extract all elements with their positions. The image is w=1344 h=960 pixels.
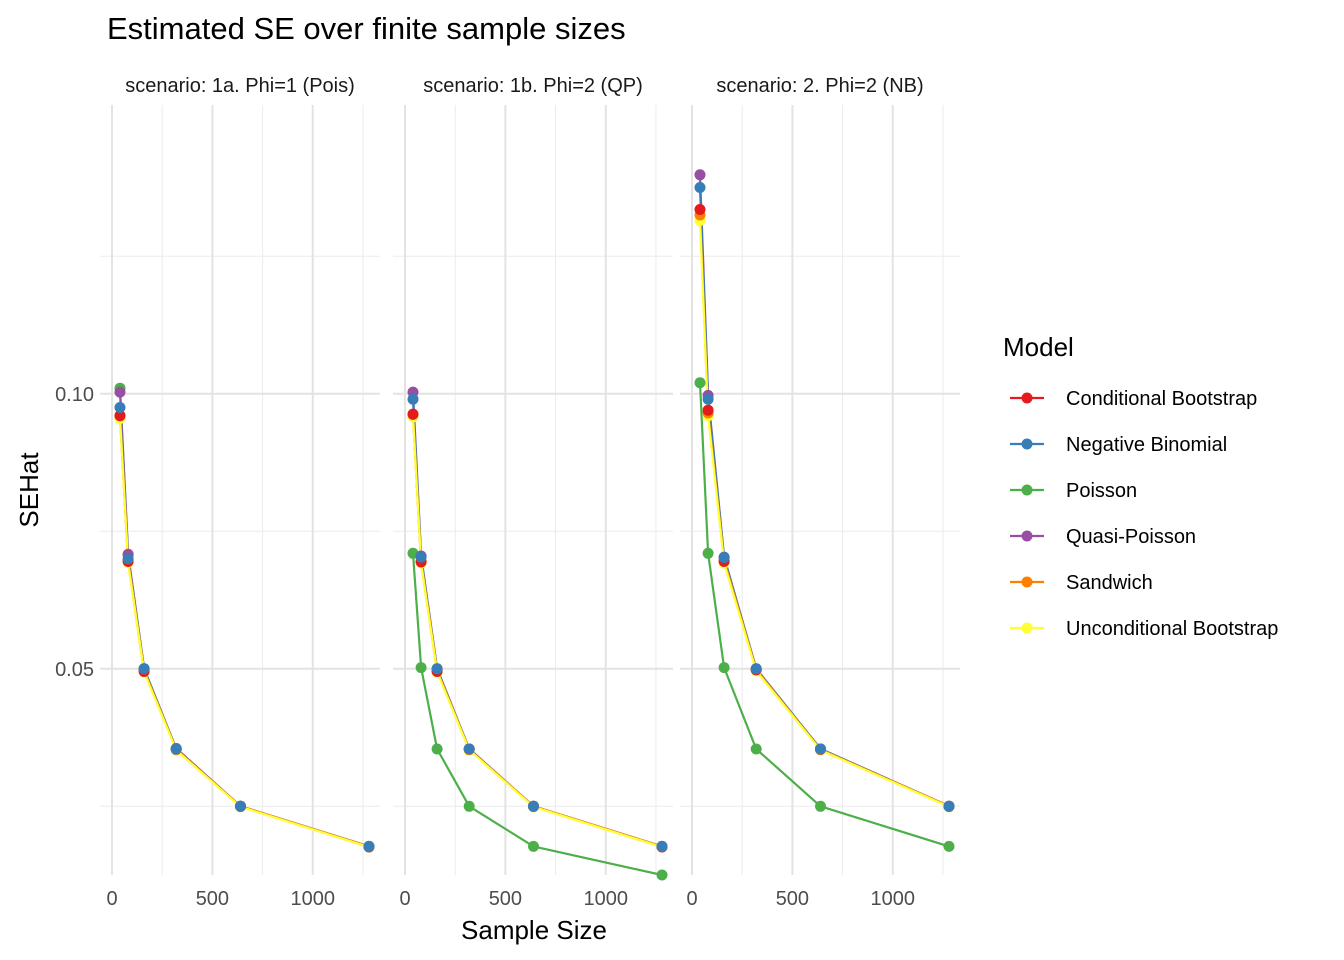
x-tick-label: 0 — [399, 888, 410, 910]
data-point-poisson — [656, 869, 668, 881]
facet-strip-label: scenario: 1b. Phi=2 (QP) — [423, 75, 643, 97]
facet-strip-label: scenario: 2. Phi=2 (NB) — [716, 75, 923, 97]
legend-label: Sandwich — [1066, 572, 1153, 594]
series-line-negative-binomial — [411, 399, 663, 848]
legend-label: Unconditional Bootstrap — [1066, 618, 1278, 640]
legend-entry-poisson: Poisson — [1010, 480, 1137, 502]
data-point-negative-binomial — [656, 840, 668, 852]
series-line-sandwich — [118, 415, 370, 848]
data-point-negative-binomial — [718, 552, 730, 564]
legend-key-point — [1021, 576, 1033, 588]
data-point-poisson — [943, 840, 955, 852]
facet-panel-3: scenario: 2. Phi=2 (NB) 0 500 1000 — [680, 75, 960, 910]
data-point-negative-binomial — [528, 800, 539, 812]
series-line-poisson — [698, 382, 950, 848]
facet-panels: scenario: 1a. Phi=1 (Pois) 0 500 1000 0.05 0.… — [55, 75, 960, 910]
data-point-poisson — [463, 800, 475, 812]
legend-entry-conditional-bootstrap: Conditional Bootstrap — [1010, 388, 1257, 410]
data-point-poisson — [815, 800, 826, 812]
legend-label: Poisson — [1066, 480, 1137, 502]
data-point-negative-binomial — [694, 182, 706, 193]
data-point-quasi-poisson — [694, 169, 706, 181]
series-line-conditional-bootstrap — [118, 415, 370, 849]
data-point-negative-binomial — [750, 663, 762, 675]
x-tick-label: 500 — [196, 888, 229, 910]
x-tick-label: 500 — [776, 888, 809, 910]
x-tick-label: 0 — [106, 888, 117, 910]
x-tick-label: 1000 — [584, 888, 629, 910]
data-point-negative-binomial — [407, 393, 419, 405]
series-line-quasi-poisson — [411, 392, 663, 848]
x-tick-label: 1000 — [871, 888, 916, 910]
legend-key-point — [1021, 484, 1033, 496]
chart-title: Estimated SE over finite sample sizes — [107, 11, 626, 46]
series-line-negative-binomial — [698, 187, 950, 808]
legend-entry-quasi-poisson: Quasi-Poisson — [1010, 526, 1196, 548]
legend-label: Quasi-Poisson — [1066, 526, 1196, 548]
x-axis-label: Sample Size — [461, 915, 607, 945]
series-line-poisson — [411, 553, 663, 877]
data-point-poisson — [702, 547, 714, 559]
series-line-sandwich — [698, 214, 950, 808]
legend-entry-sandwich: Sandwich — [1010, 572, 1153, 594]
legend-key-point — [1021, 530, 1033, 542]
data-point-negative-binomial — [170, 743, 182, 755]
series-line-unconditional-bootstrap — [698, 220, 950, 808]
data-point-conditional-bootstrap — [114, 410, 126, 422]
data-point-quasi-poisson — [114, 386, 126, 398]
data-point-negative-binomial — [138, 663, 150, 675]
data-point-conditional-bootstrap — [407, 408, 419, 420]
data-point-poisson — [415, 662, 427, 674]
series-line-conditional-bootstrap — [411, 414, 663, 849]
data-point-negative-binomial — [415, 551, 427, 563]
data-point-negative-binomial — [122, 553, 134, 565]
facet-panel-2: scenario: 1b. Phi=2 (QP) 0 500 1000 — [393, 75, 673, 910]
data-point-conditional-bootstrap — [702, 404, 714, 416]
legend-entry-negative-binomial: Negative Binomial — [1010, 434, 1227, 456]
data-point-negative-binomial — [363, 840, 375, 852]
facet-strip-label: scenario: 1a. Phi=1 (Pois) — [125, 75, 355, 97]
data-point-poisson — [750, 743, 762, 755]
y-tick-label: 0.05 — [55, 659, 94, 681]
y-tick-label: 0.10 — [55, 384, 94, 406]
x-tick-label: 500 — [489, 888, 522, 910]
legend: Model Conditional Bootstrap Negative Bino… — [1003, 332, 1278, 640]
x-tick-label: 1000 — [291, 888, 336, 910]
data-point-negative-binomial — [114, 402, 126, 413]
facet-panel-1: scenario: 1a. Phi=1 (Pois) 0 500 1000 0.05 0.… — [55, 75, 380, 910]
legend-key-point — [1021, 392, 1033, 404]
data-point-poisson — [431, 743, 443, 755]
series-line-sandwich — [411, 414, 663, 848]
data-point-negative-binomial — [235, 800, 246, 812]
data-point-poisson — [528, 840, 539, 852]
legend-key-point — [1021, 622, 1033, 634]
legend-label: Conditional Bootstrap — [1066, 388, 1257, 410]
legend-entry-unconditional-bootstrap: Unconditional Bootstrap — [1010, 618, 1278, 640]
data-point-negative-binomial — [815, 743, 826, 755]
legend-title: Model — [1003, 332, 1074, 362]
series-line-unconditional-bootstrap — [411, 416, 663, 849]
legend-label: Negative Binomial — [1066, 434, 1227, 456]
data-point-negative-binomial — [431, 663, 443, 675]
data-point-poisson — [718, 662, 730, 674]
series-line-poisson — [118, 388, 370, 848]
series-line-negative-binomial — [118, 407, 370, 848]
series-line-conditional-bootstrap — [698, 209, 950, 808]
series-line-unconditional-bootstrap — [118, 418, 370, 849]
data-point-negative-binomial — [702, 393, 714, 405]
data-point-poisson — [694, 377, 706, 389]
series-line-quasi-poisson — [698, 174, 950, 808]
x-tick-label: 0 — [686, 888, 697, 910]
series-line-quasi-poisson — [118, 392, 370, 848]
data-point-conditional-bootstrap — [694, 204, 706, 215]
y-axis-label: SEHat — [14, 452, 44, 528]
data-point-negative-binomial — [943, 800, 955, 812]
data-point-negative-binomial — [463, 743, 475, 755]
legend-key-point — [1021, 438, 1033, 450]
